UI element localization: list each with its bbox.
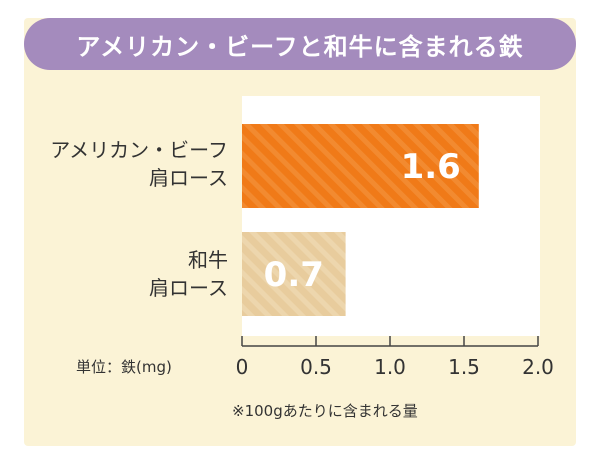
bar-0 [242,124,479,208]
category-label-american-beef: アメリカン・ビーフ 肩ロース [50,136,228,192]
unit-label: 単位：鉄(mg) [76,358,172,376]
bar-1 [242,232,346,316]
category-label-wagyu: 和牛 肩ロース [149,246,228,302]
x-tick-label-0: 0 [236,355,249,379]
bar-value-label-1: 0.7 [264,255,324,295]
bar-value-label-0: 1.6 [401,147,461,187]
x-tick-label-1: 0.5 [300,355,332,379]
x-tick-label-4: 2.0 [522,355,554,379]
category-label-line: 肩ロース [149,276,228,300]
title-banner: アメリカン・ビーフと和牛に含まれる鉄 [24,18,576,70]
footnote: ※100gあたりに含まれる量 [232,402,418,420]
category-label-line: 肩ロース [149,166,228,190]
category-label-line: アメリカン・ビーフ [50,138,228,162]
x-tick-label-2: 1.0 [374,355,406,379]
chart-title: アメリカン・ビーフと和牛に含まれる鉄 [76,32,524,61]
category-label-line: 和牛 [188,248,228,272]
x-tick-label-3: 1.5 [448,355,480,379]
